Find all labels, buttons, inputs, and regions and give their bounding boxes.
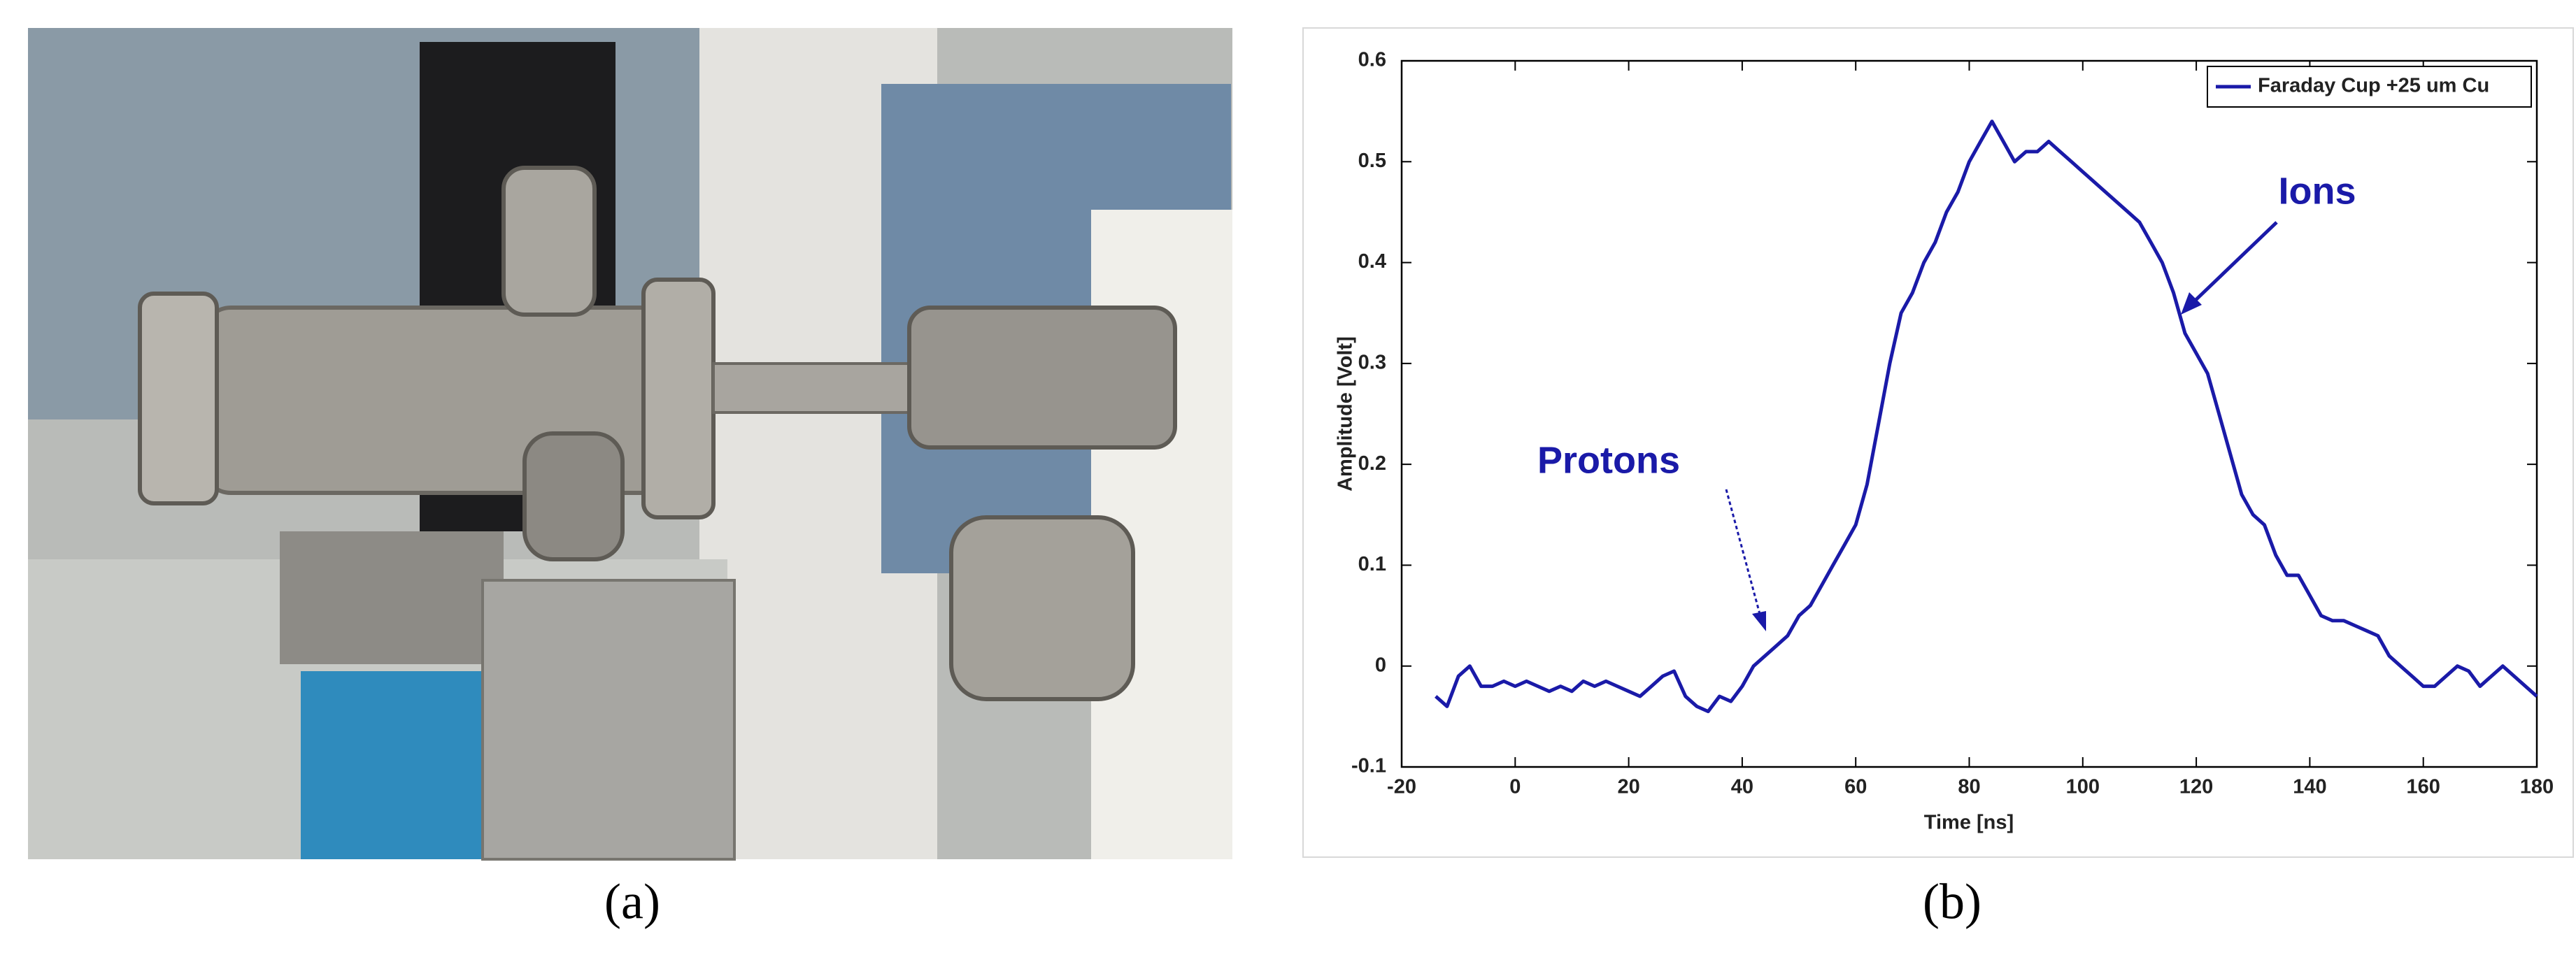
- x-tick-label: 160: [2407, 776, 2440, 798]
- annotation: Protons: [1537, 439, 1680, 481]
- x-tick-label: 180: [2520, 776, 2554, 798]
- x-tick-label: 20: [1617, 776, 1639, 798]
- caption: (b): [1923, 874, 1981, 930]
- flange: [138, 292, 219, 505]
- photo: [28, 28, 1232, 861]
- caption: (a): [604, 874, 660, 930]
- y-tick-label: 0.5: [1358, 150, 1386, 172]
- coupler: [907, 306, 1177, 450]
- legend-box: [2207, 66, 2532, 108]
- y-tick-label: 0: [1375, 654, 1386, 676]
- annotation: Ions: [2278, 170, 2356, 212]
- flange: [641, 278, 716, 519]
- lab-jack: [280, 531, 504, 664]
- x-tick-label: 40: [1731, 776, 1753, 798]
- arrowhead: [1752, 611, 1766, 631]
- legend-label: Faraday Cup +25 um Cu: [2258, 75, 2489, 97]
- x-tick-label: 0: [1509, 776, 1521, 798]
- stand: [301, 671, 483, 859]
- x-tick-label: 120: [2179, 776, 2213, 798]
- annotation-arrow: [2189, 221, 2278, 306]
- port: [522, 431, 625, 561]
- y-axis-label: Amplitude [Volt]: [1335, 336, 1357, 491]
- annotation-arrow: [1725, 489, 1764, 625]
- x-tick-label: 100: [2066, 776, 2100, 798]
- x-tick-label: 140: [2293, 776, 2326, 798]
- plot-area: [1400, 59, 2538, 768]
- y-tick-label: -0.1: [1351, 755, 1386, 777]
- x-tick-label: 60: [1844, 776, 1867, 798]
- support: [481, 579, 736, 861]
- x-tick-label: 80: [1958, 776, 1980, 798]
- y-tick-label: 0.4: [1358, 250, 1386, 273]
- y-tick-label: 0.1: [1358, 553, 1386, 575]
- y-tick-label: 0.3: [1358, 352, 1386, 374]
- y-tick-label: 0.6: [1358, 49, 1386, 71]
- detector-housing: [949, 515, 1135, 701]
- x-tick-label: -20: [1387, 776, 1416, 798]
- port: [501, 166, 597, 317]
- arrowhead: [2181, 292, 2202, 315]
- y-tick-label: 0.2: [1358, 452, 1386, 475]
- x-axis-label: Time [ns]: [1924, 812, 2014, 834]
- data-line: [1435, 120, 2538, 714]
- vacuum-chamber: [201, 306, 709, 495]
